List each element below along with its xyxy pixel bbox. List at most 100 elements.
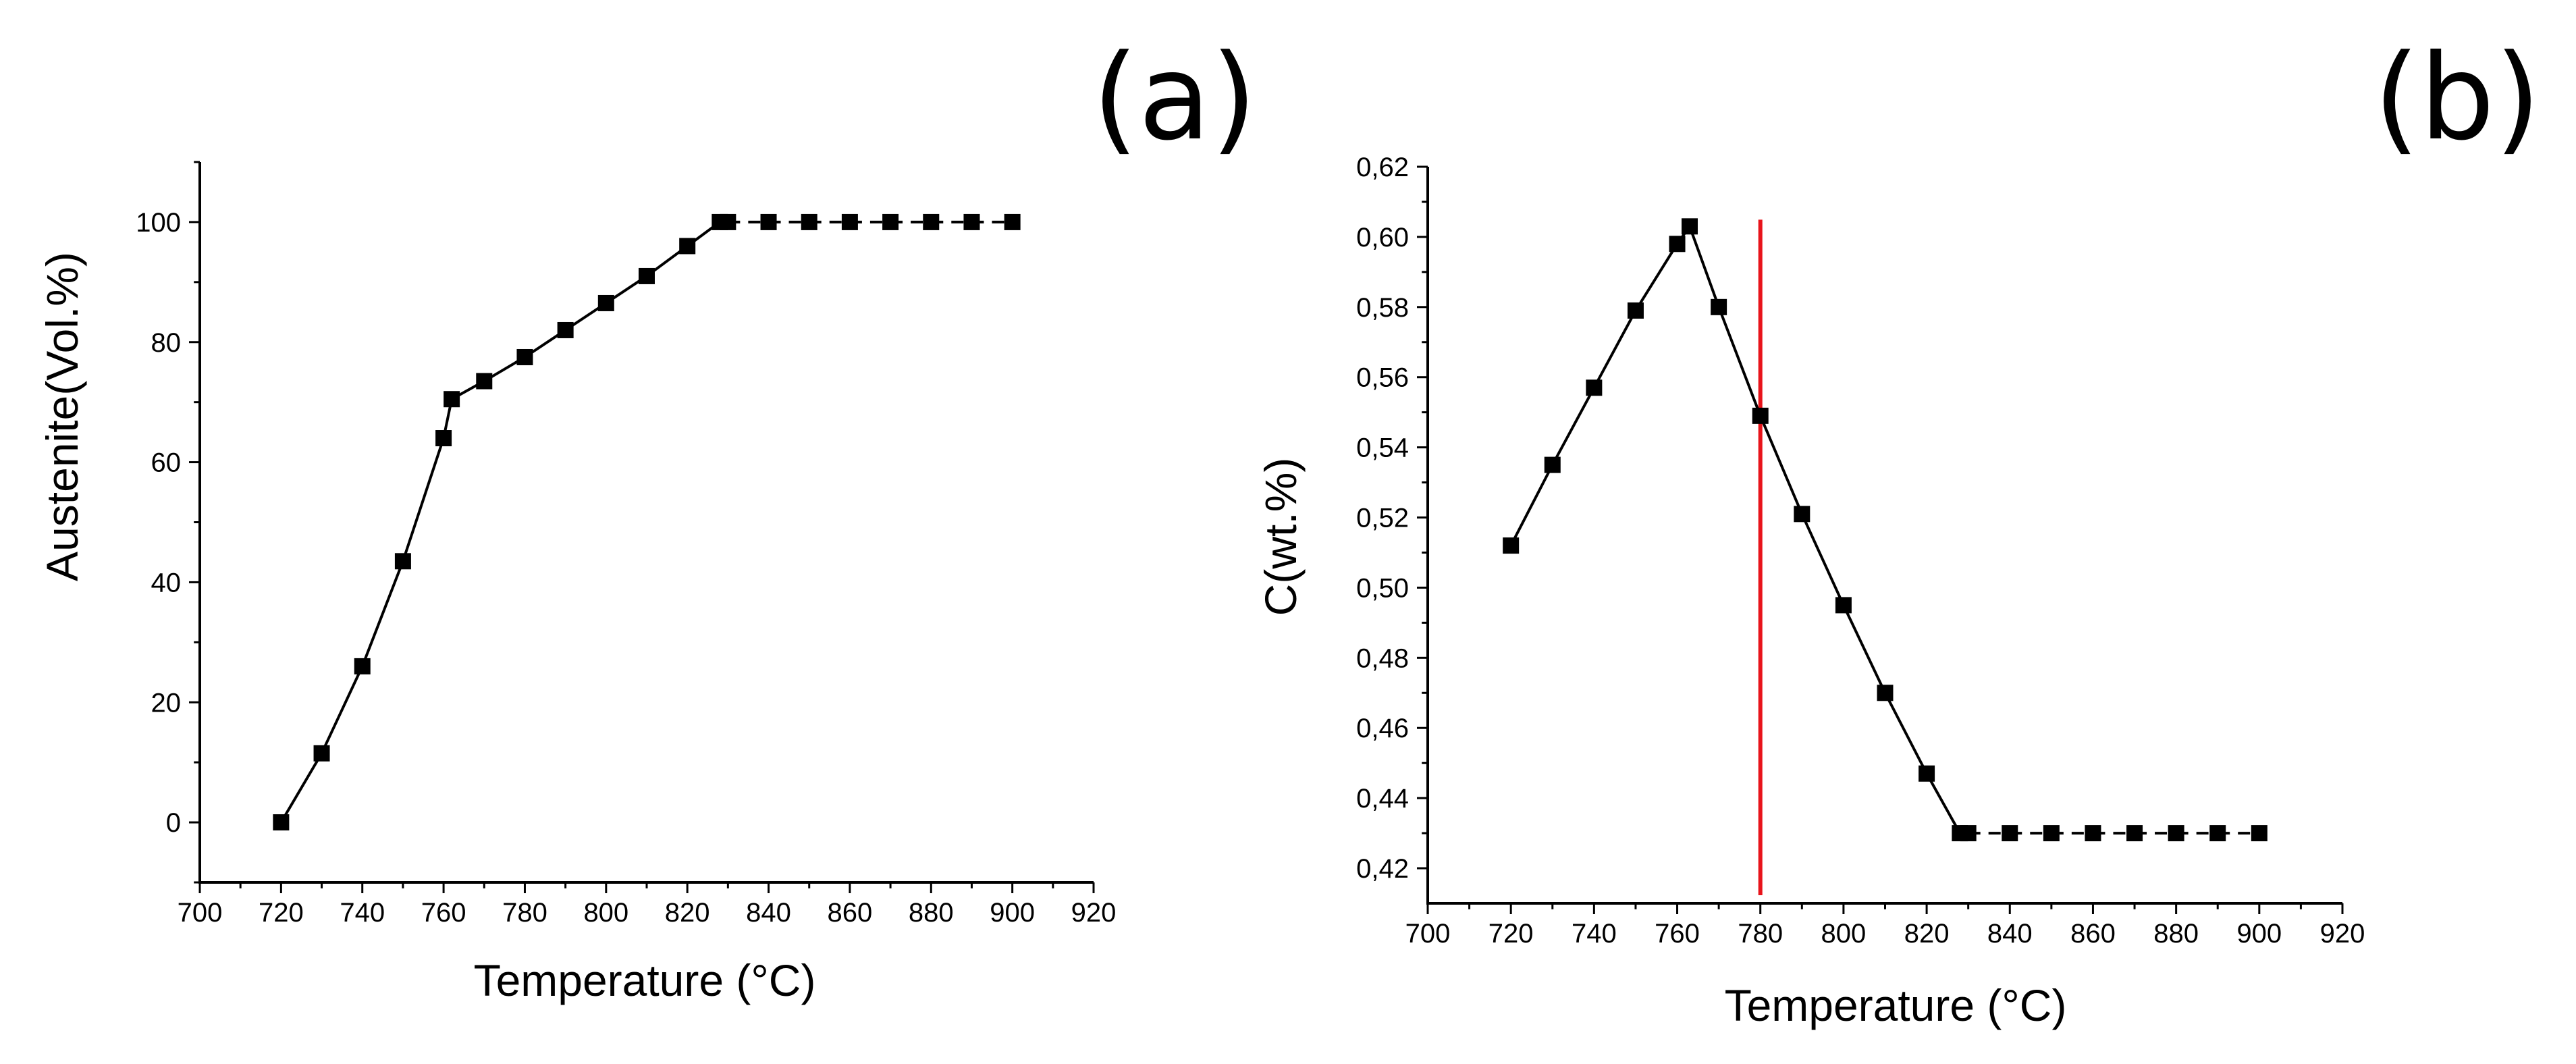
data-point-marker <box>2126 825 2143 842</box>
y-axis-title-b: C(wt.%) <box>1256 458 1306 616</box>
data-point-marker <box>313 745 330 762</box>
y-tick-label: 60 <box>151 448 182 478</box>
x-tick-label: 760 <box>421 898 466 928</box>
data-point-marker <box>435 430 452 447</box>
y-tick-label: 0,42 <box>1356 854 1409 884</box>
data-point-marker <box>354 658 371 674</box>
y-tick-label: 0,50 <box>1356 573 1409 603</box>
data-point-marker <box>720 213 736 230</box>
x-tick-label: 820 <box>1904 919 1950 949</box>
data-point-marker <box>882 213 899 230</box>
chart-panel-a: (a) Temperature (°C) Austenite(Vol.%) 70… <box>37 30 1257 1005</box>
data-point-marker <box>1711 298 1727 315</box>
series-segment <box>1883 692 1928 774</box>
x-tick-label: 780 <box>502 898 547 928</box>
series-segment <box>320 666 364 754</box>
data-point-marker <box>679 238 696 255</box>
series-segment <box>360 560 404 667</box>
data-point-marker <box>444 391 460 408</box>
series-segment <box>1800 513 1845 606</box>
data-point-marker <box>963 213 980 230</box>
data-point-marker <box>1682 218 1698 235</box>
data-point-marker <box>2085 825 2101 842</box>
series-segment <box>1717 307 1762 417</box>
data-point-marker <box>273 814 290 831</box>
y-tick-label: 0,62 <box>1356 153 1409 182</box>
data-point-marker <box>557 321 574 338</box>
x-tick-label: 720 <box>259 898 304 928</box>
data-point-marker <box>1918 765 1935 782</box>
x-tick-label: 780 <box>1738 919 1783 949</box>
x-tick-label: 700 <box>1405 919 1451 949</box>
series-segment <box>1842 604 1887 694</box>
x-tick-label: 920 <box>1071 898 1117 928</box>
plot-area-a: 700 720 740 760 780 800 820 840 860 880 900 920 0 20 4… <box>136 161 1117 928</box>
data-point-marker <box>1503 537 1520 554</box>
x-tick-label: 860 <box>828 898 873 928</box>
x-tick-label: 740 <box>1572 919 1617 949</box>
data-point-marker <box>841 213 858 230</box>
x-tick-label: 900 <box>990 898 1035 928</box>
chart-panel-b: (b) Temperature (°C) C(wt.%) 700 720 740 76… <box>1256 30 2541 1030</box>
plot-area-b: 700 720 740 760 780 800 820 840 860 880 900 920 0,42… <box>1356 153 2365 949</box>
data-point-marker <box>760 213 777 230</box>
y-tick-label: 0,56 <box>1356 363 1409 393</box>
x-tick-label: 740 <box>340 898 385 928</box>
x-tick-label: 920 <box>2320 919 2365 949</box>
x-tick-label: 840 <box>746 898 791 928</box>
series-segment <box>1925 772 1962 834</box>
x-tick-label: 820 <box>665 898 710 928</box>
x-tick-label: 840 <box>1987 919 2033 949</box>
y-tick-label: 0,54 <box>1356 433 1409 463</box>
series-segment <box>279 752 323 824</box>
x-tick-label: 800 <box>583 898 628 928</box>
x-tick-label: 800 <box>1821 919 1867 949</box>
y-tick-label: 0,58 <box>1356 293 1409 323</box>
x-tick-label: 900 <box>2236 919 2282 949</box>
data-point-marker <box>2209 825 2226 842</box>
data-point-marker <box>476 373 493 390</box>
data-point-marker <box>1544 456 1561 473</box>
data-point-marker <box>2002 825 2018 842</box>
data-point-marker <box>1877 685 1894 701</box>
data-point-marker <box>2168 825 2184 842</box>
data-point-marker <box>1794 506 1810 523</box>
y-tick-label: 0,60 <box>1356 223 1409 252</box>
series-segment <box>1592 310 1637 389</box>
x-axis-title-b: Temperature (°C) <box>1725 980 2067 1030</box>
data-point-marker <box>516 348 533 365</box>
data-point-marker <box>1586 379 1603 396</box>
data-point-marker <box>801 213 817 230</box>
panel-label-b: (b) <box>2373 30 2541 167</box>
series-segment <box>402 437 445 562</box>
y-tick-label: 0 <box>166 808 181 838</box>
data-point-marker <box>1669 236 1686 252</box>
y-tick-label: 20 <box>151 688 182 718</box>
y-tick-label: 0,46 <box>1356 714 1409 743</box>
series-segment <box>1759 415 1804 515</box>
y-tick-label: 40 <box>151 568 182 597</box>
panel-label-a: (a) <box>1092 30 1257 167</box>
data-point-marker <box>597 294 614 311</box>
x-tick-label: 760 <box>1655 919 1700 949</box>
data-point-marker <box>2251 825 2268 842</box>
series-segment <box>1551 387 1596 466</box>
series-segment <box>1634 243 1679 312</box>
data-point-marker <box>1960 825 1977 842</box>
data-point-marker <box>1752 407 1769 424</box>
data-point-marker <box>394 553 411 570</box>
y-axis-title-a: Austenite(Vol.%) <box>37 252 87 581</box>
data-point-marker <box>1004 213 1021 230</box>
y-tick-label: 0,48 <box>1356 643 1409 673</box>
data-point-marker <box>2043 825 2060 842</box>
x-tick-label: 720 <box>1488 919 1534 949</box>
series-segment <box>1688 225 1721 308</box>
data-point-marker <box>923 213 940 230</box>
series-segment <box>1509 464 1554 547</box>
x-axis-title-a: Temperature (°C) <box>474 955 816 1005</box>
data-point-marker <box>1627 302 1644 319</box>
x-tick-label: 880 <box>2153 919 2199 949</box>
data-point-marker <box>1835 597 1852 614</box>
x-tick-label: 880 <box>909 898 954 928</box>
